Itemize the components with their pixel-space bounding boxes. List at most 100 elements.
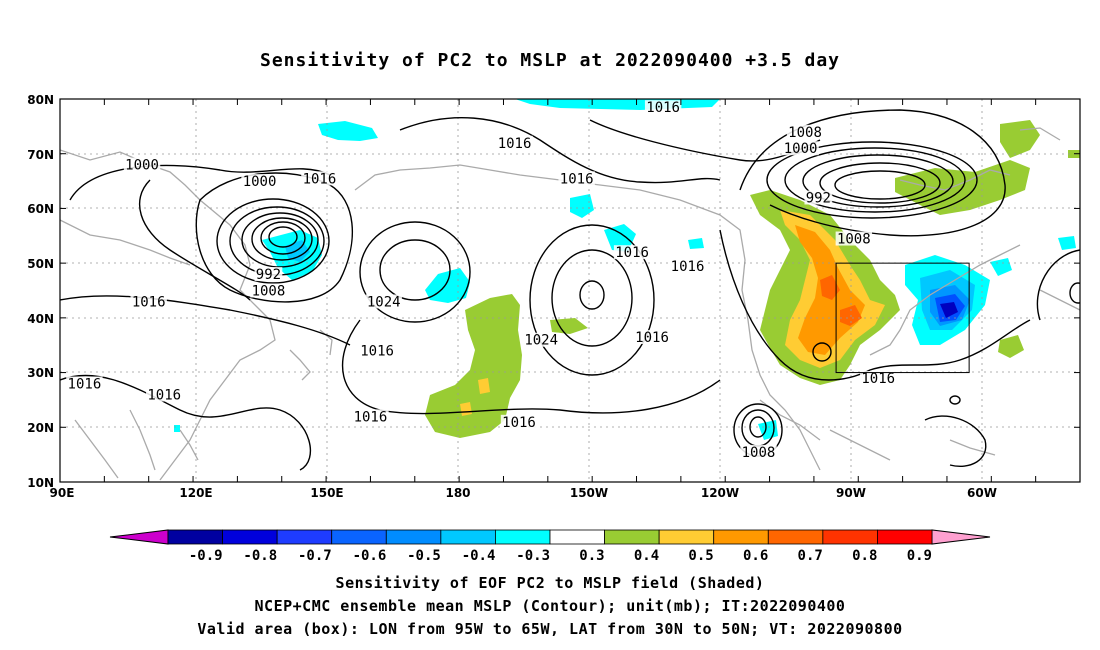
lat-label: 60N bbox=[27, 202, 54, 216]
contour-label-background bbox=[496, 135, 533, 150]
contour-label: 1024 bbox=[524, 333, 558, 349]
lat-label: 70N bbox=[27, 148, 54, 162]
contour-label: 1016 bbox=[68, 377, 102, 393]
contour-label-background bbox=[558, 171, 595, 186]
contour-label: 1016 bbox=[560, 171, 594, 187]
contour-label-background bbox=[146, 387, 183, 402]
lon-label: 90E bbox=[50, 486, 75, 500]
map-frame bbox=[59, 98, 1081, 483]
contour-label: 1016 bbox=[646, 100, 680, 116]
shade-green-pacific bbox=[425, 294, 522, 438]
shade-cyan-arctic bbox=[515, 99, 720, 110]
contour-label: 1008 bbox=[837, 232, 871, 248]
contour-label: 1016 bbox=[354, 409, 388, 425]
contour-label-background bbox=[352, 409, 389, 424]
contour-label-background bbox=[804, 190, 833, 205]
lon-label: 120E bbox=[179, 486, 212, 500]
contour-label-background bbox=[301, 171, 338, 186]
contour-label: 1016 bbox=[502, 415, 536, 431]
colorbar-label: 0.9 bbox=[907, 548, 932, 564]
contour-label-background bbox=[669, 258, 706, 273]
colorbar-label: -0.6 bbox=[353, 548, 387, 564]
colorbar-label: -0.3 bbox=[516, 548, 550, 564]
lat-label: 40N bbox=[27, 312, 54, 326]
shade-cyan-okhotsk bbox=[318, 121, 378, 141]
contour-label-background bbox=[130, 294, 167, 309]
contour-label: 1016 bbox=[132, 294, 166, 310]
lat-label: 30N bbox=[27, 366, 54, 380]
lon-label: 90W bbox=[836, 486, 866, 500]
contour-label-background bbox=[633, 330, 671, 345]
colorbar-label: 0.4 bbox=[634, 548, 659, 564]
lon-label: 120W bbox=[701, 486, 739, 500]
sensitivity-shading bbox=[174, 99, 1080, 440]
colorbar: -0.9 -0.8 -0.7 -0.6 -0.5 -0.4 -0.3 0.3 0.4 0.5 0.6… bbox=[109, 529, 991, 564]
contour-label-background bbox=[365, 294, 402, 309]
caption-shading: Sensitivity of EOF PC2 to MSLP field (Sh… bbox=[335, 574, 765, 592]
colorbar-label: -0.8 bbox=[243, 548, 277, 564]
valid-area-box bbox=[835, 262, 970, 374]
contour-label: 1016 bbox=[671, 259, 705, 275]
colorbar-low-extension bbox=[109, 529, 169, 545]
lat-label: 50N bbox=[27, 257, 54, 271]
shade-green-atlantic-north bbox=[1000, 120, 1040, 158]
colorbar-swatch bbox=[385, 529, 442, 545]
colorbar-swatch bbox=[549, 529, 605, 545]
contour-label-background bbox=[500, 414, 538, 429]
colorbar-swatch bbox=[276, 529, 333, 545]
mslp-contours bbox=[60, 109, 1080, 471]
contour-label: 992 bbox=[806, 190, 831, 206]
contour-label-background bbox=[786, 124, 824, 139]
colorbar-swatch bbox=[877, 529, 933, 545]
contour-label: 1000 bbox=[243, 174, 277, 190]
shade-cyan-pacific bbox=[425, 268, 470, 303]
colorbar-swatch bbox=[331, 529, 387, 545]
contour-label: 1016 bbox=[861, 371, 895, 387]
contour-label: 1008 bbox=[788, 125, 822, 141]
contour-label: 1000 bbox=[784, 141, 818, 157]
contour-label-background bbox=[66, 376, 103, 391]
contour-label-background bbox=[644, 100, 682, 115]
contour-label-background bbox=[740, 444, 777, 459]
contour-label-background bbox=[522, 332, 560, 347]
colorbar-label: 0.3 bbox=[579, 548, 604, 564]
colorbar-swatch bbox=[658, 529, 715, 545]
colorbar-label: 0.8 bbox=[852, 548, 877, 564]
contour-label-background bbox=[358, 343, 396, 358]
axis-ticks bbox=[59, 98, 1081, 483]
caption-valid-area: Valid area (box): LON from 95W to 65W, L… bbox=[197, 620, 903, 638]
contour-label: 1024 bbox=[367, 294, 401, 310]
colorbar-swatch bbox=[713, 529, 769, 545]
lat-label: 80N bbox=[27, 93, 54, 107]
chart-title: Sensitivity of PC2 to MSLP at 2022090400… bbox=[259, 50, 840, 71]
colorbar-label: -0.4 bbox=[462, 548, 496, 564]
colorbar-label: 0.7 bbox=[798, 548, 823, 564]
lon-label: 180 bbox=[445, 486, 470, 500]
colorbar-swatch bbox=[495, 529, 551, 545]
latitude-labels: 80N 70N 60N 50N 40N 30N 20N 10N bbox=[27, 93, 54, 490]
contour-label: 1016 bbox=[360, 344, 394, 360]
lat-lon-grid bbox=[60, 99, 1080, 482]
colorbar-swatch bbox=[604, 529, 660, 545]
contour-label-background bbox=[123, 157, 161, 172]
contour-label-background bbox=[860, 371, 897, 386]
contour-label: 992 bbox=[256, 267, 281, 283]
caption-contour: NCEP+CMC ensemble mean MSLP (Contour); u… bbox=[254, 597, 846, 615]
contour-label-background bbox=[241, 174, 278, 189]
contour-labels: 1016100810009921008101610161016101610161… bbox=[66, 100, 897, 461]
contour-label: 1008 bbox=[252, 284, 286, 300]
lon-label: 150W bbox=[570, 486, 608, 500]
contour-label: 1016 bbox=[147, 387, 181, 403]
contour-label: 1008 bbox=[742, 445, 776, 461]
contour-label-background bbox=[250, 283, 287, 298]
contour-label: 1000 bbox=[125, 158, 159, 174]
contour-label: 1016 bbox=[615, 245, 649, 261]
colorbar-swatch bbox=[822, 529, 878, 545]
contour-label: 1016 bbox=[303, 171, 337, 187]
lon-label: 60W bbox=[967, 486, 997, 500]
contour-label-background bbox=[782, 141, 819, 156]
longitude-labels: 90E 120E 150E 180 150W 120W 90W 60W bbox=[50, 486, 997, 500]
colorbar-swatch bbox=[767, 529, 824, 545]
colorbar-swatch bbox=[167, 529, 223, 545]
